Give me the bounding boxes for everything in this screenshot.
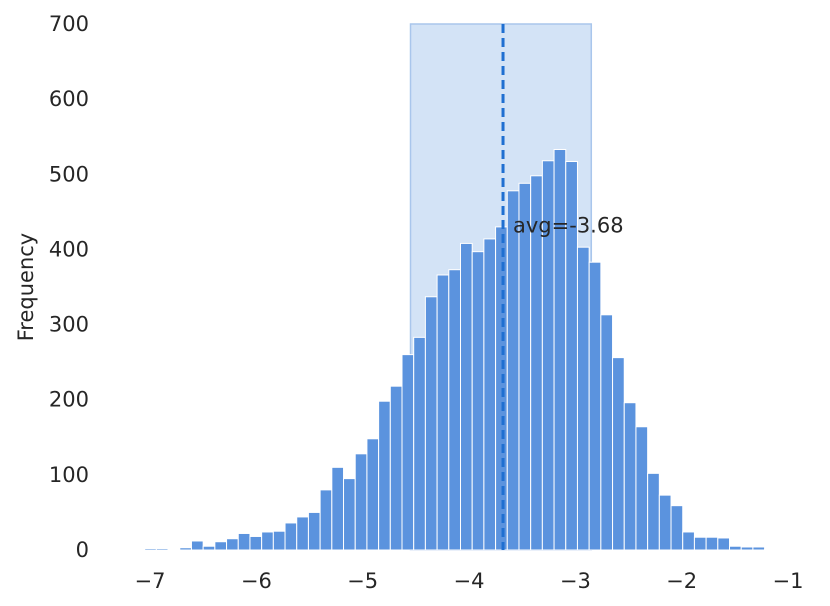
y-tick-labels: 0 100 200 300 400 500 600 700 [49,12,89,562]
histogram-bar [588,261,602,551]
histogram-bar [190,540,204,551]
histogram-bar [237,532,251,551]
histogram-bar [752,546,766,551]
histogram-bar [343,478,356,551]
histogram-bar [366,438,380,551]
histogram-bar [717,537,731,551]
histogram-bar [389,385,403,551]
histogram-bar [483,238,497,551]
histogram-bar [413,336,426,551]
histogram-bar [261,531,274,551]
histogram-bar [401,354,415,551]
histogram-bar [600,314,614,551]
histogram-bar [693,536,707,551]
y-tick-label: 100 [49,463,89,487]
histogram-bar [214,541,228,551]
histogram-bar [319,489,333,551]
x-tick-label: −2 [666,569,697,593]
histogram-bar [670,505,684,551]
histogram-bar [729,545,742,551]
x-tick-label: −6 [241,569,272,593]
histogram-bar [331,466,345,551]
histogram-bar [658,494,672,551]
x-tick-label: −4 [454,569,485,593]
y-tick-label: 200 [49,388,89,412]
histogram-bar [506,190,520,551]
y-tick-label: 600 [49,87,89,111]
histogram-bar [226,538,239,551]
histogram-bar [436,274,450,551]
mean-annotation: avg=-3.68 [513,213,624,237]
histogram-bar [179,547,192,551]
y-tick-label: 300 [49,313,89,337]
histogram-bar [459,242,473,551]
histogram-bar [378,400,391,551]
histogram-bar [682,531,695,551]
histogram-bar [740,546,754,551]
histogram-bar [354,453,368,551]
histogram-bar [202,545,216,551]
histogram-bar [284,522,298,551]
y-tick-label: 500 [49,162,89,186]
histogram-bar [155,547,169,551]
histogram-bar [272,530,286,551]
y-tick-label: 700 [49,12,89,36]
histogram-bar [144,547,157,551]
histogram-bar [764,548,777,551]
histogram-bars [144,148,777,551]
histogram-bar [249,535,263,551]
y-tick-label: 400 [49,237,89,261]
histogram-bar [167,548,181,551]
y-tick-label: 0 [76,538,89,562]
histogram-bar [612,357,625,551]
histogram-bar [635,426,649,551]
x-tick-labels: −7 −6 −5 −4 −3 −2 −1 [135,569,804,593]
histogram-bar [307,511,321,551]
histogram-bar [495,226,508,551]
histogram-bar [576,246,590,551]
histogram-bar [553,148,567,551]
histogram-bar [518,182,532,551]
y-axis-label: Frequency [14,233,38,342]
histogram-bar [623,402,637,551]
x-tick-label: −3 [560,569,591,593]
histogram-bar [471,251,485,551]
histogram-bar [448,269,461,551]
x-tick-label: −5 [347,569,378,593]
histogram-bar [647,472,660,551]
x-tick-label: −1 [773,569,804,593]
histogram-bar [296,516,309,551]
histogram-bar [424,296,438,551]
histogram-bar [705,536,719,551]
x-tick-label: −7 [135,569,166,593]
